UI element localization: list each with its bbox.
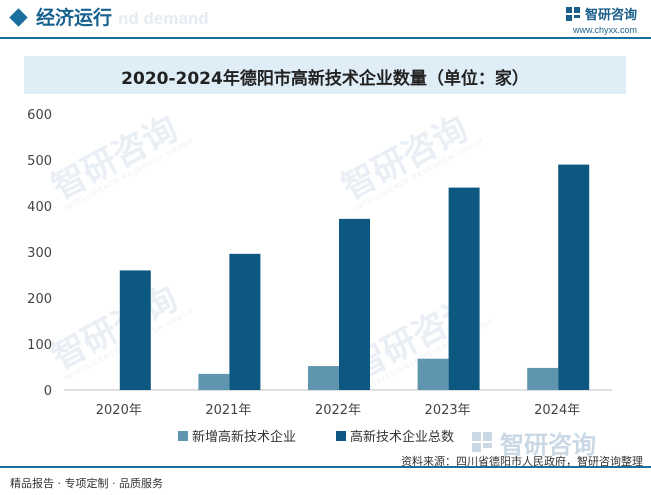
legend-swatch [178, 431, 188, 441]
x-tick-label: 2022年 [315, 403, 361, 418]
bar-new-enterprises [308, 366, 339, 390]
bottom-brand-text: 智研咨询 [500, 431, 596, 458]
chart-title: 2020-2024年德阳市高新技术企业数量（单位：家） [121, 69, 529, 89]
y-tick-label: 500 [27, 154, 52, 169]
legend-label: 新增高新技术企业 [192, 429, 296, 445]
footer: 精品报告 · 专项定制 · 品质服务 [0, 466, 651, 495]
bar-total-enterprises [229, 253, 261, 390]
y-tick-label: 200 [27, 292, 52, 307]
bar-new-enterprises [417, 358, 449, 390]
bar-total-enterprises [119, 270, 151, 390]
chart-title-band: 2020-2024年德阳市高新技术企业数量（单位：家） [24, 56, 626, 94]
y-tick-label: 0 [44, 384, 52, 399]
footer-divider [0, 466, 651, 468]
x-tick-label: 2024年 [534, 403, 580, 418]
x-tick-label: 2020年 [96, 403, 142, 418]
brand-url: www.chyxx.com [572, 25, 637, 35]
footer-tags: 精品报告 · 专项定制 · 品质服务 [10, 477, 163, 490]
y-tick-label: 100 [27, 338, 52, 353]
header-divider [0, 37, 651, 39]
section-title: 经济运行 [36, 7, 113, 29]
x-tick-label: 2021年 [205, 403, 251, 418]
brand-logo-icon [472, 432, 492, 452]
bar-total-enterprises [448, 187, 480, 390]
y-tick-label: 300 [27, 246, 52, 261]
source-note: 资料来源：四川省德阳市人民政府，智研咨询整理 [401, 455, 643, 468]
header: nd demand 经济运行 智研咨询 www.chyxx.com [0, 0, 651, 40]
brand-logo-icon [565, 6, 580, 21]
x-tick-label: 2023年 [425, 403, 471, 418]
legend-label: 高新技术企业总数 [350, 429, 454, 445]
bar-new-enterprises [198, 373, 230, 390]
brand: 智研咨询 www.chyxx.com [565, 4, 637, 35]
bar-new-enterprises [527, 367, 559, 390]
y-tick-label: 400 [27, 200, 52, 215]
bar-total-enterprises [339, 218, 370, 390]
y-tick-label: 600 [27, 108, 52, 123]
bar-total-enterprises [558, 164, 590, 390]
bottom-brand-logo: 智研咨询 [472, 431, 596, 458]
header-ghost-text: nd demand [118, 9, 209, 28]
legend-swatch [336, 431, 346, 441]
brand-name: 智研咨询 [584, 8, 637, 23]
